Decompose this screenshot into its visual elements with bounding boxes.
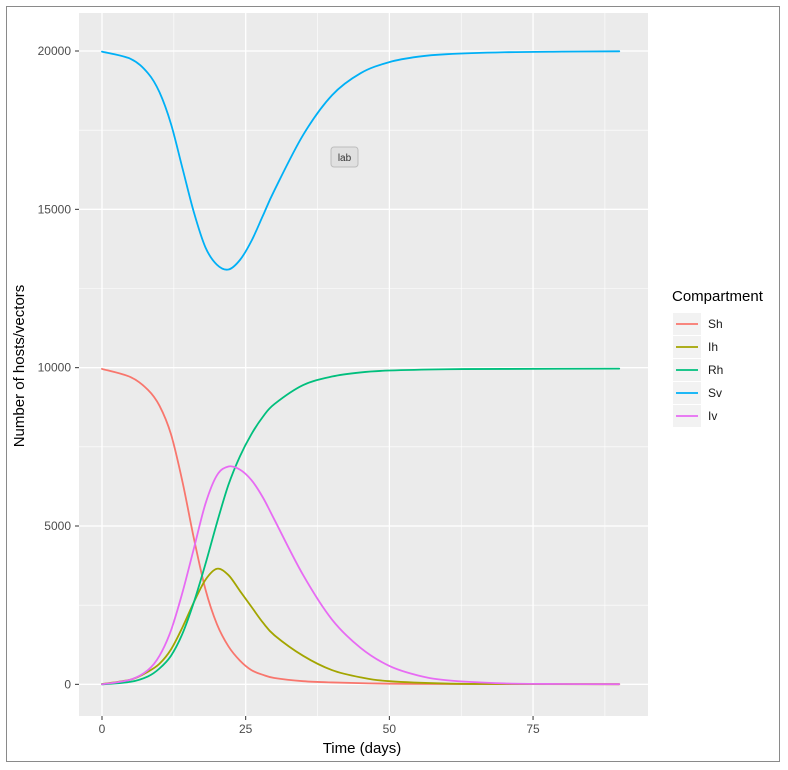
series-line-rh bbox=[101, 367, 621, 686]
series-line-iv bbox=[101, 465, 621, 686]
x-tick-label: 75 bbox=[526, 722, 540, 736]
series-line-sh bbox=[101, 368, 621, 686]
series-line-ih bbox=[101, 567, 621, 686]
x-tick-label: 0 bbox=[99, 722, 106, 736]
annotation-box: lab bbox=[330, 146, 359, 168]
legend: Compartment Sh Ih Rh Sv Iv bbox=[672, 288, 764, 427]
legend-label-iv: Iv bbox=[708, 409, 717, 423]
y-tick-label: 10000 bbox=[38, 361, 72, 375]
axis-ticks: 0 25 50 75 0 5000 10000 15000 20000 bbox=[38, 44, 540, 736]
plot-panel bbox=[79, 13, 648, 716]
x-axis-title: Time (days) bbox=[323, 740, 402, 757]
legend-label-sv: Sv bbox=[708, 386, 722, 400]
series-line-sv bbox=[101, 50, 621, 271]
y-axis-title: Number of hosts/vectors bbox=[11, 285, 28, 448]
legend-label-sh: Sh bbox=[708, 317, 723, 331]
y-tick-label: 0 bbox=[64, 677, 71, 691]
y-tick-label: 15000 bbox=[38, 202, 72, 216]
legend-title: Compartment bbox=[672, 288, 764, 305]
x-tick-label: 25 bbox=[239, 722, 253, 736]
legend-label-ih: Ih bbox=[708, 340, 718, 354]
figure-frame bbox=[6, 6, 780, 762]
legend-label-rh: Rh bbox=[708, 363, 723, 377]
y-tick-label: 20000 bbox=[38, 44, 72, 58]
series-lines bbox=[101, 50, 621, 686]
x-tick-label: 50 bbox=[383, 722, 397, 736]
annotation-text: lab bbox=[338, 153, 352, 164]
y-tick-label: 5000 bbox=[44, 519, 71, 533]
